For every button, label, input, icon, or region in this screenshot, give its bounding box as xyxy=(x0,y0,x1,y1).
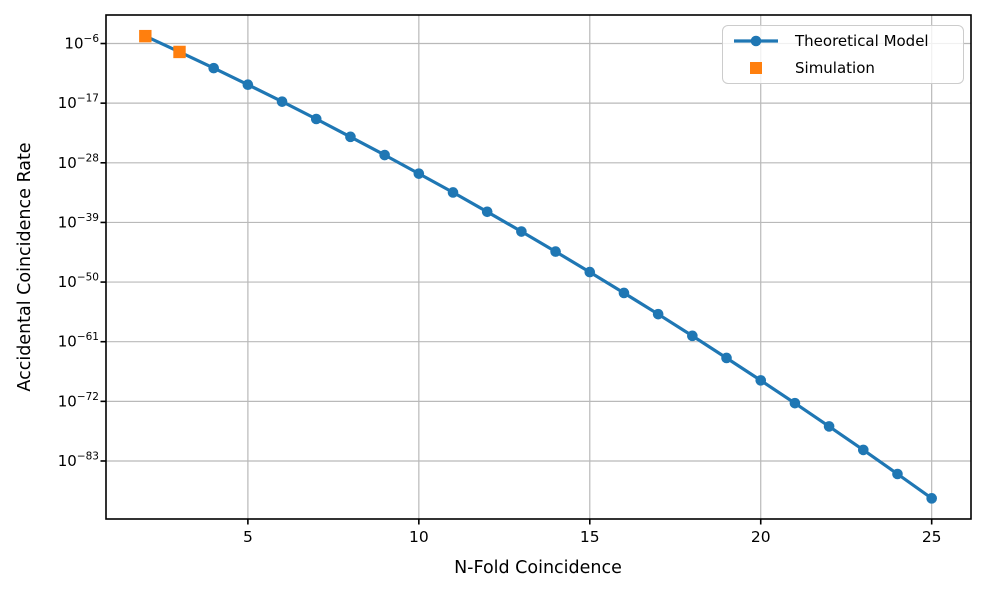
theoretical-point-n5 xyxy=(242,79,254,91)
y-tick-label-1e-28: 10−28 xyxy=(58,152,99,172)
theoretical-point-n24 xyxy=(892,468,903,480)
theoretical-point-n20 xyxy=(755,375,767,386)
y-tick-label-1e-72: 10−72 xyxy=(58,391,99,411)
simulation-point-n2 xyxy=(139,29,152,43)
theoretical-point-n19 xyxy=(721,352,732,364)
theoretical-point-n12 xyxy=(481,206,493,218)
theoretical-point-n22 xyxy=(823,421,835,432)
legend-item-theoretical-model: Theoretical Model xyxy=(723,28,963,55)
theoretical-point-n17 xyxy=(652,308,664,320)
y-tick-label-1e-6: 10−6 xyxy=(64,33,99,53)
theoretical-point-n10 xyxy=(413,168,425,179)
y-tick-label-1e-39: 10−39 xyxy=(58,212,99,232)
grid-layer xyxy=(106,15,971,519)
legend-label-simulation: Simulation xyxy=(795,59,875,77)
theoretical-point-n8 xyxy=(345,131,356,143)
theoretical-model-line xyxy=(144,34,933,500)
theoretical-point-n16 xyxy=(618,287,630,299)
square-marker-icon xyxy=(750,62,762,74)
y-tick-label-1e-50: 10−50 xyxy=(58,272,99,292)
theoretical-point-n11 xyxy=(447,187,459,198)
x-tick-label-10: 10 xyxy=(409,528,429,546)
x-tick-label-15: 15 xyxy=(580,528,600,546)
theoretical-point-n6 xyxy=(276,96,288,107)
theoretical-point-n25 xyxy=(926,493,937,504)
theoretical-point-n14 xyxy=(550,246,561,257)
theoretical-point-n7 xyxy=(310,113,322,125)
line-circle-icon xyxy=(734,35,778,47)
y-tick-label-1e-61: 10−61 xyxy=(58,331,99,351)
data-layer xyxy=(139,29,937,504)
legend-item-simulation: Simulation xyxy=(723,55,963,82)
simulation-marker-sample xyxy=(733,61,779,75)
simulation-point-n3 xyxy=(173,45,186,59)
theoretical-point-n18 xyxy=(687,330,698,342)
legend-label-theoretical-model: Theoretical Model xyxy=(795,32,929,50)
y-tick-label-1e-83: 10−83 xyxy=(58,450,99,470)
x-tick-label-5: 5 xyxy=(243,528,253,546)
legend: Theoretical Model Simulation xyxy=(722,25,964,84)
theoretical-point-n4 xyxy=(208,62,219,74)
theoretical-point-n23 xyxy=(858,444,869,456)
plot-border xyxy=(105,14,972,520)
axes-layer: 5 10 15 20 25 10−6 10−17 10−28 10−39 10−50 10−61 10… xyxy=(58,14,972,546)
x-tick-label-20: 20 xyxy=(751,528,771,546)
theoretical-point-n13 xyxy=(516,226,527,237)
y-axis-label: Accidental Coincidence Rate xyxy=(15,142,35,391)
y-tick-label-1e-17: 10−17 xyxy=(58,93,99,113)
x-tick-label-25: 25 xyxy=(922,528,942,546)
x-axis-label: N-Fold Coincidence xyxy=(454,558,622,578)
theoretical-point-n9 xyxy=(379,149,390,161)
theoretical-model-line-sample xyxy=(733,34,779,48)
theoretical-point-n21 xyxy=(789,397,801,409)
theoretical-point-n15 xyxy=(584,266,596,278)
